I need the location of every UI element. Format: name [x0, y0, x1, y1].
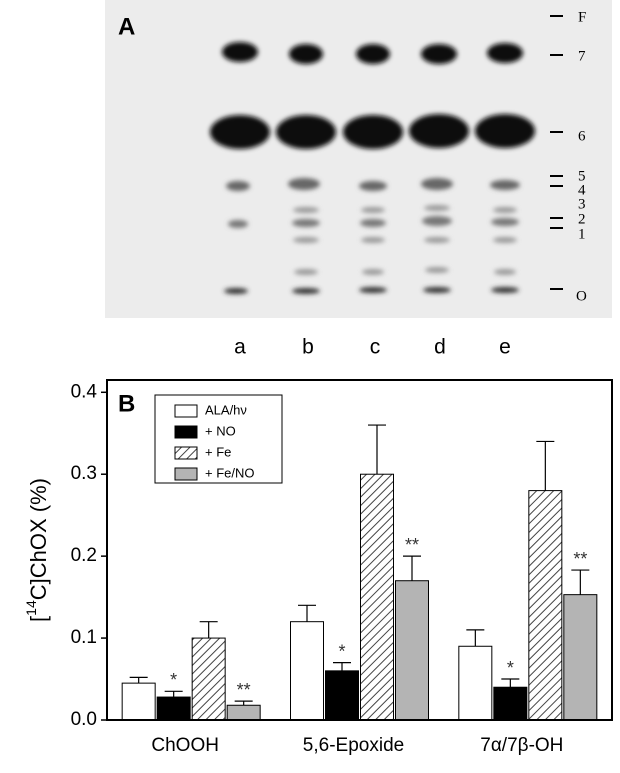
- lane-label: a: [234, 336, 246, 359]
- band-label: 3: [578, 196, 586, 212]
- lane-label: d: [434, 336, 446, 359]
- band-label: 7: [578, 48, 586, 64]
- y-label-part: C]ChOX (%): [26, 478, 51, 600]
- band-label: 2: [578, 211, 586, 227]
- lane-labels: a b c d e: [234, 336, 511, 359]
- legend: ALA/hν + NO + Fe + Fe/NO: [154, 394, 283, 484]
- y-tick-label: 0.4: [71, 381, 98, 402]
- y-tick-label: 0.3: [71, 463, 97, 484]
- lane-label: e: [499, 336, 511, 359]
- legend-label: + NO: [205, 423, 236, 438]
- panel-label: A: [118, 13, 135, 40]
- y-tick-label: 0.0: [71, 709, 97, 730]
- tlc-spots: [210, 42, 535, 294]
- panel-label: B: [118, 390, 135, 417]
- bar: [360, 473, 394, 721]
- x-tick-label: 7α/7β-OH: [480, 735, 563, 756]
- bar: [563, 594, 598, 721]
- legend-swatch: [174, 446, 198, 460]
- bar: [121, 682, 156, 721]
- significance-mark: **: [405, 535, 419, 555]
- bar: [458, 645, 493, 721]
- band-label: O: [576, 288, 587, 304]
- legend-label: + Fe/NO: [205, 465, 255, 480]
- bar: [156, 696, 191, 721]
- plot-frame: [106, 379, 613, 721]
- bar: [395, 580, 429, 721]
- legend-label: + Fe: [205, 444, 231, 459]
- lane-label: b: [302, 336, 314, 359]
- y-tick-label: 0.1: [71, 627, 97, 648]
- y-tick-label: 0.2: [71, 545, 97, 566]
- band-label: 6: [578, 128, 586, 144]
- bar: [325, 670, 359, 721]
- significance-mark: *: [338, 641, 345, 661]
- band-label: 4: [578, 182, 586, 198]
- y-label-sup: 14: [23, 600, 39, 616]
- x-tick-label: ChOOH: [151, 735, 219, 756]
- bar: [290, 621, 324, 721]
- bar: [191, 637, 226, 721]
- bar: [528, 490, 563, 721]
- significance-mark: **: [237, 680, 251, 700]
- band-label: 1: [578, 226, 586, 242]
- significance-mark: *: [507, 658, 514, 678]
- tlc-plate: [105, 0, 612, 318]
- legend-swatch: [174, 425, 198, 439]
- x-tick-label: 5,6-Epoxide: [303, 735, 404, 756]
- significance-mark: **: [573, 549, 587, 569]
- band-label: 5: [578, 168, 586, 184]
- legend-swatch: [174, 404, 198, 418]
- legend-swatch: [174, 467, 198, 481]
- y-label-part: [: [26, 616, 51, 622]
- band-label: F: [578, 9, 586, 25]
- bar: [493, 686, 528, 721]
- significance-mark: *: [170, 670, 177, 690]
- y-axis-label: [14C]ChOX (%): [23, 478, 51, 622]
- band-dashes: [550, 15, 563, 290]
- bar: [226, 704, 261, 721]
- lane-label: c: [370, 336, 381, 359]
- legend-label: ALA/hν: [205, 402, 247, 417]
